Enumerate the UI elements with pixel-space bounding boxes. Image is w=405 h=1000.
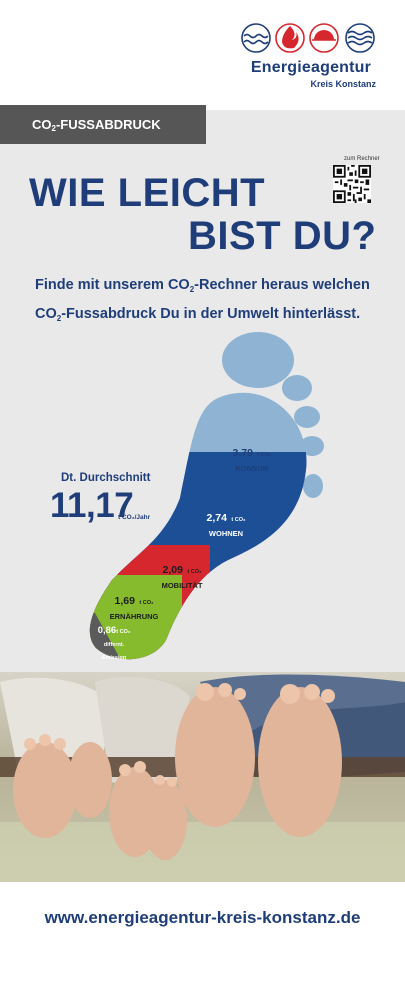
headline-line-1: WIE LEICHT [29,171,266,215]
qr-label: zum Rechner [344,156,380,162]
feet-photo [0,672,405,882]
qr-code-icon[interactable] [333,165,371,203]
segment-label-mobilitaet: 2,09 t CO₂ MOBILITÄT [161,564,203,591]
flame-icon [275,23,305,53]
toes [222,332,324,498]
wind-icon [345,23,375,53]
feet-photo-illustration [0,672,405,882]
intro-l2b: -Fussabdruck Du in der Umwelt hinterläss… [61,306,361,322]
tag-sub: 2 [51,124,56,133]
toe-3 [294,406,320,428]
segment-label-ernaehrung: 1,69 t CO₂ ERNÄHRUNG [109,595,159,622]
average-value: 11,17 [50,486,134,525]
logo: Energieagentur Kreis Konstanz [236,22,386,102]
segment-label-wohnen: 2,74 t CO₂ WOHNEN [206,512,246,539]
segment-emission [89,613,122,660]
tag-prefix: CO [32,117,52,132]
content-panel [0,110,405,690]
toe-4 [300,436,324,456]
segment-label-konsum: 3,79 t CO₂ KONSUM [232,447,272,474]
big-toe [222,332,294,388]
toe-2 [282,375,312,401]
logo-name: Energieagentur [250,59,372,76]
intro-l1b: -Rechner heraus welchen [194,277,370,293]
headline-line-2: BIST DU? [188,214,377,258]
water-icon [241,23,271,53]
intro-l1-sub: 2 [189,285,195,294]
sun-icon [309,23,339,53]
section-tag: CO2-FUSSABDRUCK [0,105,206,144]
average-label: Dt. Durchschnitt [61,472,151,484]
footprint-graphic [89,332,324,660]
website-link[interactable]: www.energieagentur-kreis-konstanz.de [44,908,361,927]
toe-5 [303,474,323,498]
intro-l1a: Finde mit unserem CO [35,277,190,293]
logo-subtitle: Kreis Konstanz [310,79,376,89]
intro-text: Finde mit unserem CO2-Rechner heraus wel… [35,273,380,331]
intro-l2-sub: 2 [56,314,62,323]
tag-suffix: -FUSSABDRUCK [55,117,161,132]
logo-icons [241,23,375,53]
intro-l2a: CO [35,306,57,322]
average-unit: t CO₂/Jahr [118,514,151,521]
segment-label-emission: 0,86t CO₂ differnt. Emission [97,625,131,661]
